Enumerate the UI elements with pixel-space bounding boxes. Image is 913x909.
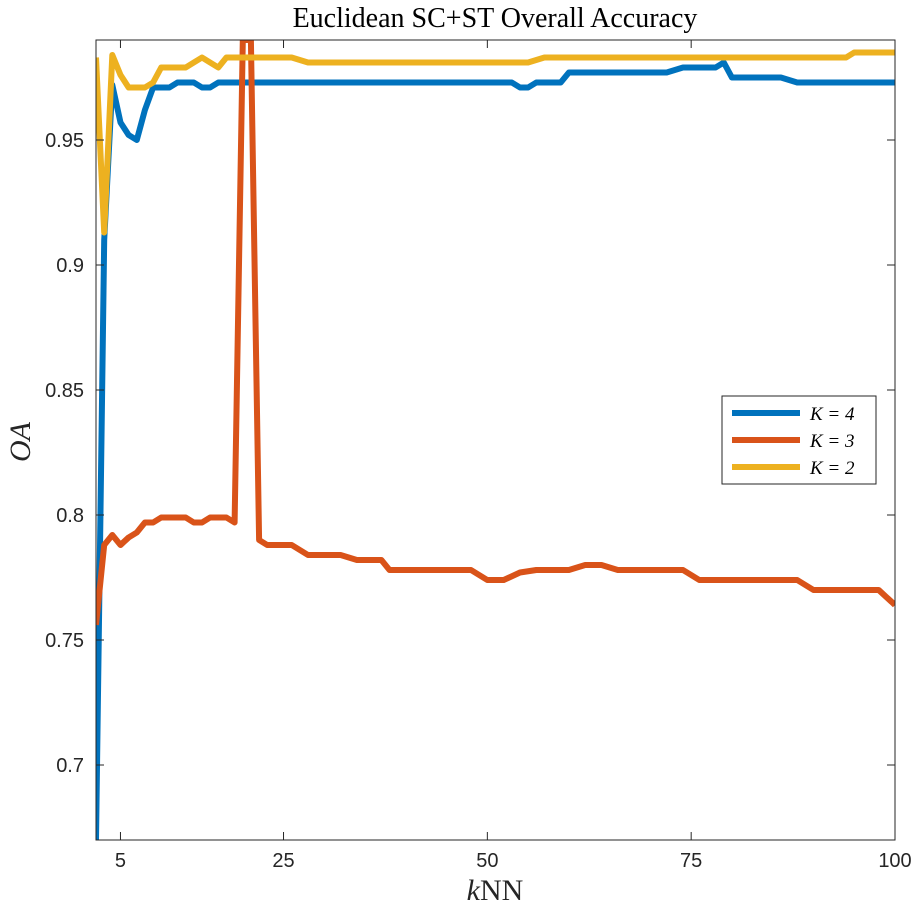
x-tick-label: 25 — [272, 850, 294, 872]
y-tick-label: 0.8 — [56, 505, 84, 527]
series-line-1 — [96, 59, 895, 840]
x-tick-label: 75 — [680, 850, 702, 872]
legend: K = 4 K = 3 K = 2 — [721, 395, 877, 485]
series-line-3 — [96, 49, 895, 236]
y-axis-label: OA — [4, 421, 37, 462]
x-tick-label: 50 — [476, 850, 498, 872]
legend-label: K = 4 — [809, 404, 855, 425]
plot-frame — [95, 39, 896, 841]
series-line-2 — [96, 40, 895, 626]
y-tick-label: 0.9 — [56, 255, 84, 277]
x-tick-label: 100 — [878, 850, 911, 872]
x-axis-label-k: k — [467, 874, 481, 907]
y-tick-label: 0.85 — [45, 380, 84, 402]
y-tick-label: 0.7 — [56, 755, 84, 777]
legend-label: K = 2 — [809, 458, 855, 479]
plot-lines — [96, 40, 895, 840]
x-tick-label: 5 — [115, 850, 126, 872]
x-axis: 5 25 50 75 100 — [115, 40, 912, 872]
y-tick-label: 0.95 — [45, 130, 84, 152]
x-axis-label-rest: NN — [480, 874, 523, 907]
legend-label: K = 3 — [809, 431, 855, 452]
x-axis-label: kNN — [467, 874, 524, 907]
y-tick-label: 0.75 — [45, 630, 84, 652]
chart-title: Euclidean SC+ST Overall Accuracy — [293, 3, 698, 34]
y-axis: 0.7 0.75 0.8 0.85 0.9 0.95 — [45, 130, 895, 777]
